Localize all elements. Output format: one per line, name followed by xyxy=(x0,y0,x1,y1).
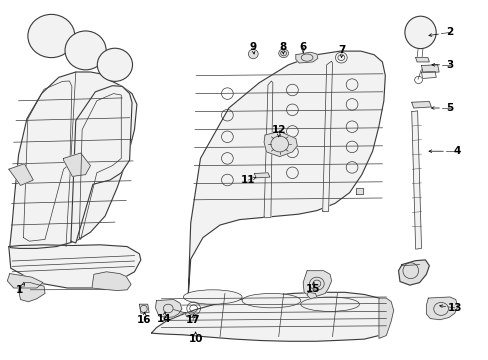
Ellipse shape xyxy=(242,293,300,308)
Ellipse shape xyxy=(97,48,132,81)
Polygon shape xyxy=(322,61,332,212)
Ellipse shape xyxy=(335,52,346,63)
Text: 1: 1 xyxy=(16,285,23,295)
Polygon shape xyxy=(421,65,438,73)
Text: 11: 11 xyxy=(241,175,255,185)
Polygon shape xyxy=(10,72,137,248)
Text: 7: 7 xyxy=(338,45,346,55)
Polygon shape xyxy=(71,86,132,243)
Text: 4: 4 xyxy=(452,146,460,156)
Polygon shape xyxy=(306,292,316,299)
Ellipse shape xyxy=(248,49,258,59)
Polygon shape xyxy=(264,81,272,218)
Text: 17: 17 xyxy=(185,315,200,325)
Text: 9: 9 xyxy=(249,42,256,52)
Polygon shape xyxy=(295,52,317,63)
Polygon shape xyxy=(9,245,141,288)
Polygon shape xyxy=(355,188,362,194)
Text: 13: 13 xyxy=(447,303,461,313)
Polygon shape xyxy=(7,274,43,288)
Text: 5: 5 xyxy=(446,103,452,113)
Polygon shape xyxy=(155,300,182,318)
Text: 14: 14 xyxy=(156,314,171,324)
Polygon shape xyxy=(92,272,131,291)
Ellipse shape xyxy=(183,290,242,304)
Text: 16: 16 xyxy=(137,315,151,325)
Polygon shape xyxy=(421,71,435,78)
Text: 3: 3 xyxy=(446,60,452,70)
Text: 15: 15 xyxy=(305,284,320,294)
Text: 10: 10 xyxy=(188,334,203,344)
Polygon shape xyxy=(426,297,457,320)
Ellipse shape xyxy=(65,31,106,70)
Text: 12: 12 xyxy=(271,125,285,135)
Polygon shape xyxy=(415,58,428,62)
Polygon shape xyxy=(378,298,393,338)
Polygon shape xyxy=(151,292,388,341)
Ellipse shape xyxy=(278,49,288,58)
Ellipse shape xyxy=(404,16,435,49)
Polygon shape xyxy=(303,271,331,296)
Polygon shape xyxy=(264,131,297,157)
Ellipse shape xyxy=(300,297,359,311)
Text: 6: 6 xyxy=(299,42,306,52)
Ellipse shape xyxy=(28,14,75,58)
Text: 8: 8 xyxy=(279,42,285,52)
Polygon shape xyxy=(411,102,430,108)
Polygon shape xyxy=(398,260,428,285)
Polygon shape xyxy=(139,304,149,313)
Polygon shape xyxy=(188,51,385,295)
Polygon shape xyxy=(63,153,90,176)
Text: 2: 2 xyxy=(446,27,452,37)
Polygon shape xyxy=(184,312,196,318)
Polygon shape xyxy=(9,164,33,185)
Polygon shape xyxy=(254,173,269,178)
Polygon shape xyxy=(19,283,45,302)
Polygon shape xyxy=(411,111,421,249)
